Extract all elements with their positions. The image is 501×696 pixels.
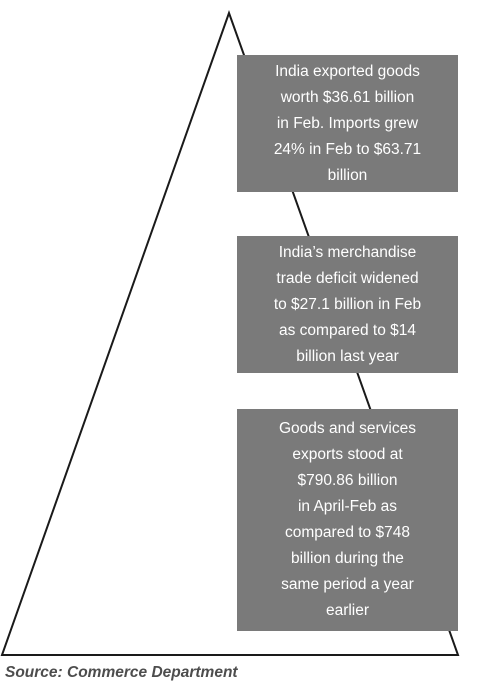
info-box-exports-imports: India exported goods worth $36.61 billio… [237,55,458,192]
info-line: $790.86 billion [297,472,398,489]
info-box-text: India’s merchandise trade deficit widene… [274,240,421,370]
info-line: in April-Feb as [297,498,398,515]
info-line: trade deficit widened [276,269,419,287]
info-line: worth $36.61 billion [280,88,415,106]
info-line: Goods and services [279,420,416,437]
info-line: as compared to $14 [278,321,416,339]
info-box-text: Goods and services exports stood at $790… [279,416,416,624]
info-box-goods-services-exports: Goods and services exports stood at $790… [237,409,458,631]
info-line: in Feb. Imports grew [276,114,419,132]
info-line: billion last year [296,347,399,365]
info-line: compared to $748 [285,524,410,541]
info-line: to $27.1 billion in Feb [273,295,422,313]
info-line: India’s merchandise [278,243,417,261]
info-line: exports stood at [292,446,403,463]
source-caption: Source: Commerce Department [5,664,238,681]
info-line: billion during the [291,550,404,567]
info-line: earlier [325,602,370,619]
info-box-text: India exported goods worth $36.61 billio… [274,59,421,189]
info-line: 24% in Feb to $63.71 [273,140,422,158]
info-line: billion [327,166,368,184]
info-line: India exported goods [275,62,420,80]
info-box-trade-deficit: India’s merchandise trade deficit widene… [237,236,458,373]
info-line: same period a year [281,576,414,593]
